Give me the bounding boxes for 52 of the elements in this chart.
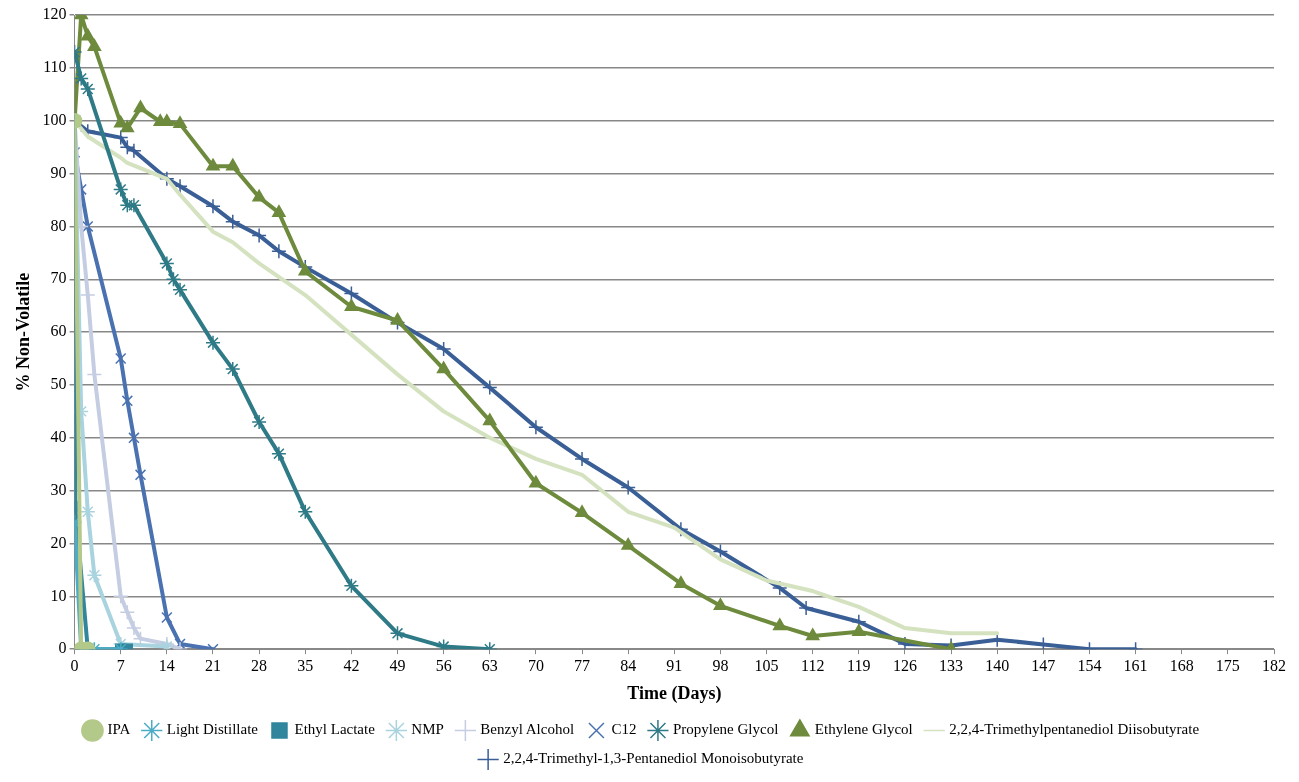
- y-tick-label: 20: [50, 533, 67, 551]
- legend-label: 2,2,4-Trimethylpentanediol Diisobutyrate: [949, 721, 1200, 738]
- x-tick-label: 14: [158, 657, 175, 674]
- x-tick-label: 21: [204, 657, 221, 674]
- legend-label: Benzyl Alcohol: [480, 721, 575, 738]
- x-tick-label: 182: [1262, 657, 1286, 674]
- y-tick-label: 70: [50, 269, 67, 287]
- y-tick-label: 110: [43, 58, 67, 76]
- y-tick-label: 30: [50, 480, 67, 498]
- legend-label: Ethylene Glycol: [814, 721, 913, 738]
- y-tick-label: 0: [58, 639, 67, 657]
- y-tick-label: 50: [50, 375, 67, 393]
- x-tick-label: 175: [1215, 657, 1240, 674]
- legend-label: Propylene Glycol: [672, 721, 779, 738]
- legend-label: C12: [611, 721, 637, 738]
- x-tick-label: 77: [574, 657, 591, 674]
- x-tick-label: 119: [847, 657, 871, 674]
- y-tick-label: 120: [42, 5, 67, 23]
- y-tick-label: 80: [50, 216, 67, 234]
- y-tick-label: 60: [50, 322, 67, 340]
- y-tick-label: 40: [50, 428, 67, 445]
- x-tick-label: 154: [1077, 657, 1102, 674]
- y-axis-title: % Non-Volatile: [13, 272, 34, 392]
- x-tick-label: 168: [1169, 657, 1194, 674]
- legend-label: 2,2,4-Trimethyl-1,3-Pentanediol Monoisobutyrate: [503, 750, 804, 767]
- legend-label: Ethyl Lactate: [294, 721, 376, 738]
- x-tick-label: 133: [939, 657, 964, 674]
- x-tick-label: 140: [985, 657, 1010, 674]
- x-tick-label: 42: [343, 657, 360, 674]
- x-tick-label: 0: [70, 657, 79, 674]
- x-tick-label: 84: [620, 657, 637, 674]
- x-axis-title: Time (Days): [627, 682, 722, 704]
- x-tick-label: 98: [712, 657, 729, 674]
- x-tick-label: 49: [389, 657, 406, 674]
- legend-label: NMP: [411, 721, 444, 738]
- x-tick-label: 161: [1123, 657, 1148, 674]
- x-tick-label: 112: [800, 657, 825, 674]
- x-tick-label: 7: [116, 657, 125, 674]
- y-tick-label: 90: [50, 163, 67, 181]
- x-tick-label: 28: [251, 657, 268, 674]
- x-tick-label: 105: [754, 657, 779, 674]
- x-tick-label: 35: [297, 657, 314, 674]
- x-tick-label: 70: [527, 657, 544, 674]
- y-tick-label: 100: [42, 110, 67, 128]
- x-tick-label: 126: [892, 657, 917, 674]
- x-tick-label: 63: [481, 657, 498, 674]
- x-tick-label: 56: [435, 657, 452, 674]
- y-tick-label: 10: [50, 586, 67, 604]
- legend-label: Light Distillate: [166, 721, 259, 738]
- legend-label: IPA: [107, 721, 131, 738]
- x-tick-label: 147: [1031, 657, 1056, 674]
- x-tick-label: 91: [666, 657, 683, 674]
